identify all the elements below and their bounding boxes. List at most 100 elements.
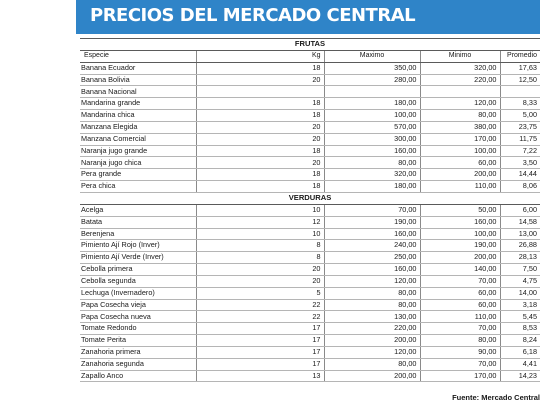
cell-name: Lechuga (Invernadero): [80, 287, 197, 300]
cell-name: Banana Bolivia: [80, 74, 197, 87]
cell-avg: 5,00: [500, 109, 540, 122]
cell-kg: 22: [196, 299, 325, 312]
cell-name: Naranja jugo grande: [80, 145, 197, 158]
title-banner: PRECIOS DEL MERCADO CENTRAL: [76, 0, 540, 34]
cell-min: [420, 85, 501, 99]
cell-min: 70,00: [420, 275, 501, 288]
column-header-max: Maximo: [324, 50, 421, 63]
column-header-kg: Kg: [196, 50, 325, 63]
column-header-name: Especie: [80, 50, 197, 63]
cell-kg: 20: [196, 74, 325, 87]
cell-name: Batata: [80, 216, 197, 229]
cell-max: 160,00: [324, 145, 421, 158]
cell-name: Naranja jugo chica: [80, 156, 197, 170]
cell-kg: 20: [196, 133, 325, 146]
cell-max: 80,00: [324, 358, 421, 371]
cell-max: 280,00: [324, 74, 421, 87]
table-row: Tomate Perita 17 200,00 80,00 8,24: [80, 334, 540, 347]
table-row: Cebolla primera 20 160,00 140,00 7,50: [80, 263, 540, 276]
cell-kg: 22: [196, 310, 325, 324]
cell-max: 80,00: [324, 156, 421, 170]
cell-name: Manzana Elegida: [80, 121, 197, 134]
table-row: Mandarina grande 18 180,00 120,00 8,33: [80, 97, 540, 111]
cell-kg: 13: [196, 370, 325, 383]
cell-kg: 18: [196, 168, 325, 182]
table-row: Naranja jugo grande 18 160,00 100,00 7,22: [80, 145, 540, 158]
table-row: Naranja jugo chica 20 80,00 60,00 3,50: [80, 156, 540, 170]
cell-kg: 20: [196, 263, 325, 276]
cell-avg: 6,00: [500, 204, 540, 217]
cell-name: Berenjena: [80, 228, 197, 241]
cell-avg: 8,24: [500, 334, 540, 347]
cell-avg: 5,45: [500, 310, 540, 324]
table-row: Cebolla segunda 20 120,00 70,00 4,75: [80, 275, 540, 288]
cell-min: 200,00: [420, 251, 501, 265]
cell-max: 570,00: [324, 121, 421, 134]
section-title: VERDURAS: [80, 191, 540, 205]
table-row: Zanahoria primera 17 120,00 90,00 6,18: [80, 346, 540, 359]
cell-min: 170,00: [420, 133, 501, 146]
cell-avg: 8,53: [500, 322, 540, 336]
cell-max: 180,00: [324, 97, 421, 111]
cell-kg: 10: [196, 204, 325, 217]
cell-min: 70,00: [420, 358, 501, 371]
cell-max: 220,00: [324, 322, 421, 336]
cell-name: Cebolla primera: [80, 263, 197, 276]
table-row: Acelga 10 70,00 50,00 6,00: [80, 204, 540, 217]
cell-max: 300,00: [324, 133, 421, 146]
cell-kg: 20: [196, 156, 325, 170]
table-row: Berenjena 10 160,00 100,00 13,00: [80, 228, 540, 241]
cell-avg: 8,33: [500, 97, 540, 111]
cell-max: 320,00: [324, 168, 421, 182]
cell-min: 140,00: [420, 263, 501, 276]
cell-kg: 17: [196, 358, 325, 371]
table-row: Mandarina chica 18 100,00 80,00 5,00: [80, 109, 540, 122]
table-row: Lechuga (Invernadero) 5 80,00 60,00 14,00: [80, 287, 540, 300]
cell-kg: 20: [196, 121, 325, 134]
cell-name: Zanahoria segunda: [80, 358, 197, 371]
source-note: Fuente: Mercado Central: [452, 393, 540, 402]
cell-kg: [196, 85, 325, 99]
cell-avg: [500, 85, 540, 99]
cell-avg: 3,18: [500, 299, 540, 312]
cell-min: 60,00: [420, 156, 501, 170]
table-row: Pera chica 18 180,00 110,00 8,06: [80, 180, 540, 193]
column-header-avg: Promedio: [500, 50, 540, 63]
column-header-min: Minimo: [420, 50, 501, 63]
cell-avg: 17,63: [500, 62, 540, 75]
cell-max: 190,00: [324, 216, 421, 229]
cell-name: Pera chica: [80, 180, 197, 193]
cell-kg: 10: [196, 228, 325, 241]
cell-avg: 4,41: [500, 358, 540, 371]
cell-avg: 14,58: [500, 216, 540, 229]
section-header-row: FRUTAS: [80, 38, 540, 51]
table-row: Pimiento Ají Rojo (Inver) 8 240,00 190,00 26…: [80, 239, 540, 253]
cell-kg: 8: [196, 239, 325, 253]
cell-max: [324, 85, 421, 99]
cell-min: 380,00: [420, 121, 501, 134]
cell-name: Acelga: [80, 204, 197, 217]
cell-max: 80,00: [324, 299, 421, 312]
table-row: Papa Cosecha nueva 22 130,00 110,00 5,45: [80, 310, 540, 324]
cell-avg: 14,00: [500, 287, 540, 300]
cell-min: 110,00: [420, 180, 501, 193]
cell-avg: 7,22: [500, 145, 540, 158]
table-row: Batata 12 190,00 160,00 14,58: [80, 216, 540, 229]
table-row: Banana Ecuador 18 350,00 320,00 17,63: [80, 62, 540, 75]
cell-max: 200,00: [324, 370, 421, 383]
cell-max: 120,00: [324, 346, 421, 359]
cell-min: 60,00: [420, 287, 501, 300]
cell-kg: 8: [196, 251, 325, 265]
cell-kg: 18: [196, 97, 325, 111]
table-row: Pera grande 18 320,00 200,00 14,44: [80, 168, 540, 182]
cell-name: Pera grande: [80, 168, 197, 182]
cell-name: Cebolla segunda: [80, 275, 197, 288]
table-row: Pimiento Ají Verde (Inver) 8 250,00 200,00 2…: [80, 251, 540, 265]
cell-kg: 18: [196, 62, 325, 75]
cell-avg: 7,50: [500, 263, 540, 276]
cell-avg: 14,44: [500, 168, 540, 182]
price-table: FRUTAS Especie Kg Maximo Minimo Promedio Banan…: [80, 38, 540, 383]
cell-avg: 3,50: [500, 156, 540, 170]
cell-min: 60,00: [420, 299, 501, 312]
cell-name: Banana Nacional: [80, 85, 197, 99]
